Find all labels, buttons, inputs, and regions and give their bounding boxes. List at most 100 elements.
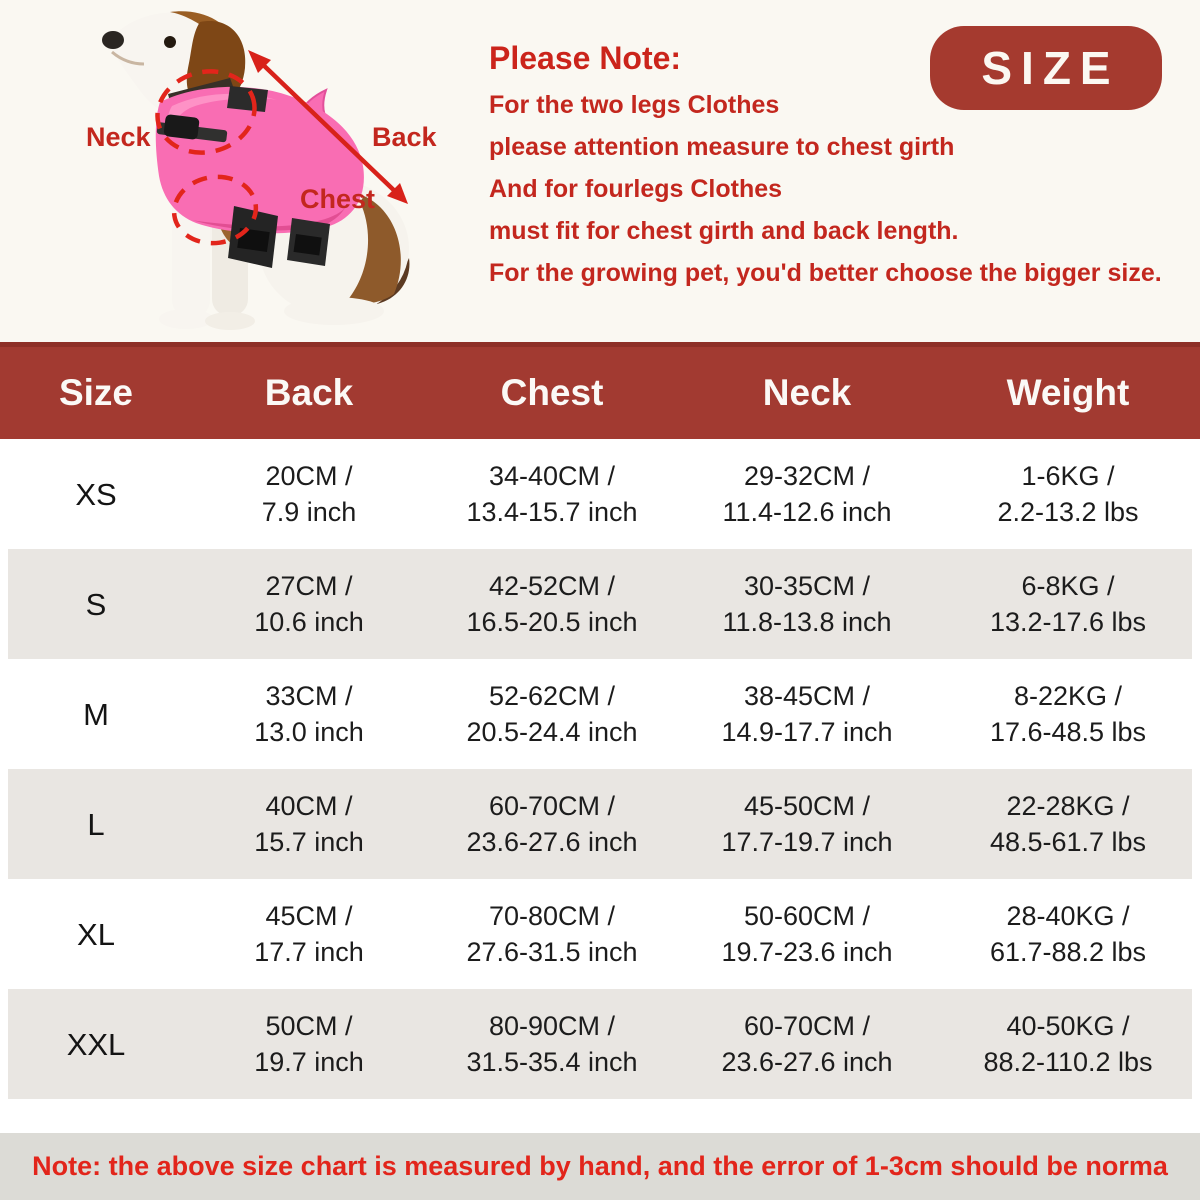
cell-line: 11.4-12.6 inch	[722, 496, 892, 527]
top-section: Neck Back Chest Please Note: For the two…	[0, 0, 1200, 342]
weight-cell: 6-8KG / 13.2-17.6 lbs	[936, 549, 1200, 659]
cell-line: 14.9-17.7 inch	[721, 716, 893, 747]
chest-cell: 42-52CM / 16.5-20.5 inch	[426, 549, 678, 659]
cell-line: 22-28KG /	[1006, 790, 1130, 821]
chest-measure-ellipse	[171, 174, 259, 246]
please-note-line: For the two legs Clothes	[489, 91, 780, 119]
size-table: Size Back Chest Neck Weight XS 20CM / 7.…	[0, 342, 1200, 1099]
size-cell: XS	[75, 476, 117, 512]
cell-line: 17.6-48.5 lbs	[989, 716, 1147, 747]
cell-line: 23.6-27.6 inch	[466, 826, 638, 857]
neck-measure-ellipse	[155, 69, 257, 155]
chest-cell: 80-90CM / 31.5-35.4 inch	[426, 989, 678, 1099]
back-label: Back	[372, 122, 437, 152]
cell-line: 10.6 inch	[254, 606, 364, 637]
header-size: Size	[58, 372, 134, 413]
cell-line: 29-32CM /	[743, 460, 871, 491]
weight-cell: 28-40KG / 61.7-88.2 lbs	[936, 879, 1200, 989]
please-note-line: please attention measure to chest girth	[489, 133, 955, 161]
footer-note-text: Note: the above size chart is measured b…	[32, 1151, 1168, 1181]
cell-line: 28-40KG /	[1006, 900, 1130, 931]
back-cell: 33CM / 13.0 inch	[192, 659, 426, 769]
header-chest: Chest	[500, 372, 604, 413]
cell-line: 20.5-24.4 inch	[466, 716, 638, 747]
cell-line: 31.5-35.4 inch	[466, 1046, 638, 1077]
cell-line: 13.2-17.6 lbs	[989, 606, 1147, 637]
cell-line: 11.8-13.8 inch	[722, 606, 892, 637]
back-cell: 27CM / 10.6 inch	[192, 549, 426, 659]
header-neck: Neck	[762, 372, 852, 413]
table-row: M 33CM / 13.0 inch 52-62CM / 20.5-24.4 i…	[0, 659, 1200, 769]
please-note-line: must fit for chest girth and back length…	[489, 217, 959, 245]
chest-cell: 52-62CM / 20.5-24.4 inch	[426, 659, 678, 769]
table-row: L 40CM / 15.7 inch 60-70CM / 23.6-27.6 i…	[0, 769, 1200, 879]
weight-cell: 1-6KG / 2.2-13.2 lbs	[936, 439, 1200, 549]
cell-line: 80-90CM /	[488, 1010, 616, 1041]
chest-cell: 60-70CM / 23.6-27.6 inch	[426, 769, 678, 879]
cell-line: 45-50CM /	[743, 790, 871, 821]
back-cell: 45CM / 17.7 inch	[192, 879, 426, 989]
please-note-block: Please Note: For the two legs Clothes pl…	[489, 40, 1162, 301]
cell-line: 40CM /	[265, 790, 353, 821]
neck-cell: 50-60CM / 19.7-23.6 inch	[678, 879, 936, 989]
cell-line: 2.2-13.2 lbs	[997, 496, 1139, 527]
back-cell: 50CM / 19.7 inch	[192, 989, 426, 1099]
cell-line: 34-40CM /	[488, 460, 616, 491]
cell-line: 27.6-31.5 inch	[466, 936, 638, 967]
cell-line: 88.2-110.2 lbs	[983, 1046, 1153, 1077]
cell-line: 60-70CM /	[743, 1010, 871, 1041]
cell-line: 19.7 inch	[254, 1046, 364, 1077]
cell-line: 50-60CM /	[743, 900, 871, 931]
size-cell: XXL	[66, 1026, 126, 1062]
cell-line: 38-45CM /	[743, 680, 871, 711]
table-row: XXL 50CM / 19.7 inch 80-90CM / 31.5-35.4…	[0, 989, 1200, 1099]
size-cell: L	[87, 806, 105, 842]
cell-line: 17.7-19.7 inch	[721, 826, 893, 857]
cell-line: 42-52CM /	[488, 570, 616, 601]
weight-cell: 40-50KG / 88.2-110.2 lbs	[936, 989, 1200, 1099]
cell-line: 15.7 inch	[254, 826, 364, 857]
size-badge: SIZE	[930, 26, 1162, 110]
header-back: Back	[264, 372, 354, 413]
cell-line: 23.6-27.6 inch	[721, 1046, 893, 1077]
measure-annotations	[155, 50, 408, 246]
dog-illustration	[102, 11, 410, 330]
cell-line: 60-70CM /	[488, 790, 616, 821]
cell-line: 1-6KG /	[1021, 460, 1115, 491]
cell-line: 13.0 inch	[254, 716, 364, 747]
size-cell: S	[85, 586, 107, 622]
size-badge-label: SIZE	[981, 42, 1120, 94]
cell-line: 7.9 inch	[261, 496, 357, 527]
size-cell: XL	[77, 916, 115, 952]
cell-line: 40-50KG /	[1006, 1010, 1130, 1041]
footer-note-bar: Note: the above size chart is measured b…	[0, 1133, 1200, 1200]
please-note-line: For the growing pet, you'd better choose…	[489, 259, 1162, 287]
neck-cell: 29-32CM / 11.4-12.6 inch	[678, 439, 936, 549]
back-measure-arrow	[248, 50, 408, 204]
please-note-title: Please Note:	[489, 40, 682, 76]
weight-cell: 8-22KG / 17.6-48.5 lbs	[936, 659, 1200, 769]
cell-line: 45CM /	[265, 900, 353, 931]
cell-line: 17.7 inch	[254, 936, 364, 967]
cell-line: 70-80CM /	[488, 900, 616, 931]
header-weight: Weight	[1006, 372, 1130, 413]
cell-line: 50CM /	[265, 1010, 353, 1041]
cell-line: 16.5-20.5 inch	[466, 606, 638, 637]
cell-line: 8-22KG /	[1013, 680, 1123, 711]
neck-cell: 38-45CM / 14.9-17.7 inch	[678, 659, 936, 769]
cell-line: 61.7-88.2 lbs	[989, 936, 1147, 967]
size-cell: M	[83, 696, 109, 732]
please-note-line: And for fourlegs Clothes	[489, 175, 783, 203]
cell-line: 33CM /	[265, 680, 353, 711]
cell-line: 13.4-15.7 inch	[466, 496, 638, 527]
cell-line: 20CM /	[265, 460, 353, 491]
chest-cell: 70-80CM / 27.6-31.5 inch	[426, 879, 678, 989]
neck-label: Neck	[86, 122, 151, 152]
neck-cell: 60-70CM / 23.6-27.6 inch	[678, 989, 936, 1099]
back-cell: 40CM / 15.7 inch	[192, 769, 426, 879]
dog-photo	[102, 11, 410, 330]
table-row: S 27CM / 10.6 inch 42-52CM / 16.5-20.5 i…	[0, 549, 1200, 659]
cell-line: 27CM /	[265, 570, 353, 601]
cell-line: 48.5-61.7 lbs	[989, 826, 1147, 857]
